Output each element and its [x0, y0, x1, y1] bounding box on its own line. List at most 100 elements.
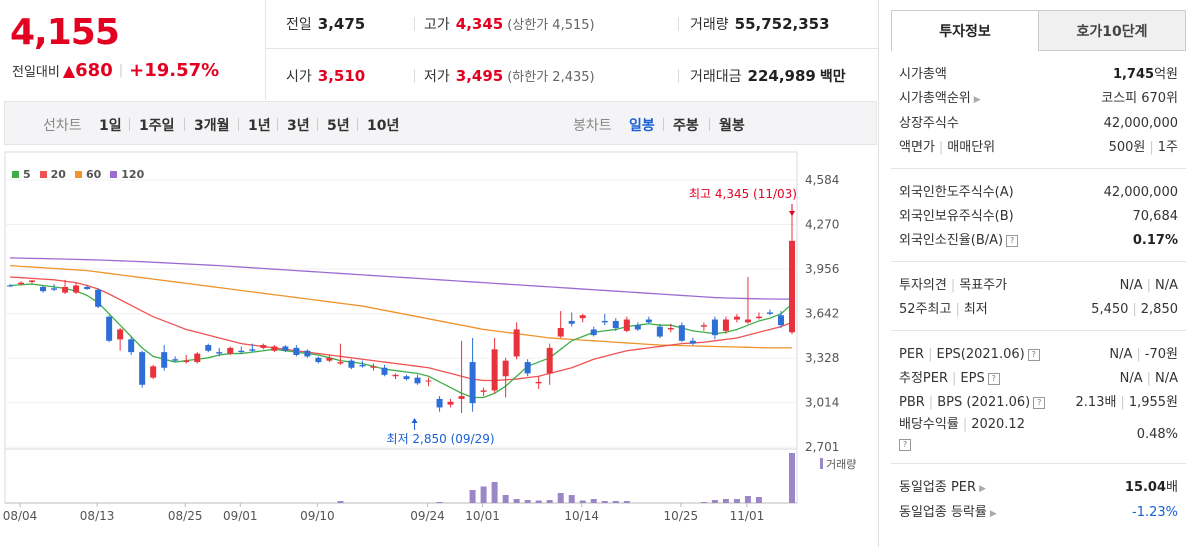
info-value: 500원 | 1주 — [1109, 136, 1178, 160]
info-label[interactable]: 동일업종 등락률 ▶ — [899, 501, 997, 526]
candle-body — [40, 286, 47, 292]
divider — [238, 118, 239, 131]
chevron-right-icon: ▶ — [979, 484, 986, 494]
help-icon[interactable]: ? — [987, 372, 1000, 385]
info-label: 추정PER | EPS? — [899, 367, 1000, 391]
info-label[interactable]: 동일업종 PER ▶ — [899, 476, 986, 501]
divider: | — [952, 371, 957, 386]
period-1w[interactable]: 1주일 — [139, 118, 175, 134]
volume-bar — [502, 495, 509, 503]
tab-investment-info[interactable]: 투자정보 — [891, 10, 1039, 51]
stat-value: 55,752,353 — [734, 15, 830, 33]
candle-body — [733, 316, 740, 320]
chart-area: 4,155 전일대비 ▲ 680 | +19.57% 전일 3,475 고가 4… — [0, 0, 878, 523]
candle-body — [590, 329, 597, 336]
info-label: 외국인소진율(B/A)? — [899, 229, 1019, 253]
volume-bar — [612, 501, 619, 503]
candle-body — [645, 319, 652, 323]
tab-orderbook[interactable]: 호가10단계 — [1039, 10, 1186, 51]
help-icon[interactable]: ? — [1027, 348, 1040, 361]
stat-label: 전일 — [286, 17, 312, 33]
candle-body — [216, 352, 223, 354]
face-label: 액면가 — [899, 140, 935, 155]
volume-bar — [579, 500, 586, 503]
section-valuation: PER | EPS(2021.06)? N/A | -70원 추정PER | EPS? N/… — [891, 331, 1186, 464]
stat-value: 3,495 — [455, 67, 504, 85]
w52-high-label: 52주최고 — [899, 302, 952, 317]
candle-body — [271, 346, 278, 351]
legend-ma120[interactable]: 120 — [110, 168, 144, 181]
candle-monthly[interactable]: 월봉 — [719, 118, 745, 134]
info-row: 외국인소진율(B/A)? 0.17% — [899, 229, 1178, 253]
stat-value: 4,345 — [455, 15, 504, 33]
divider: | — [950, 278, 956, 293]
y-tick-label: 4,270 — [805, 218, 839, 232]
info-value: 70,684 — [1132, 209, 1179, 224]
ind-rate-label: 동일업종 등락률 — [899, 505, 987, 520]
candle-body — [722, 319, 729, 331]
candle-daily[interactable]: 일봉 — [629, 118, 655, 134]
price-block: 4,155 전일대비 ▲ 680 | +19.57% — [0, 0, 266, 100]
est-per-value: N/A — [1119, 371, 1143, 386]
candle-weekly[interactable]: 주봉 — [673, 118, 699, 134]
period-10y[interactable]: 10년 — [367, 118, 400, 134]
help-icon[interactable]: ? — [899, 438, 911, 451]
candle-body — [678, 325, 685, 341]
w52-low-value: 2,850 — [1140, 302, 1178, 317]
y-tick-label: 3,642 — [805, 307, 839, 321]
candle-chart-button[interactable]: 봉차트 — [573, 118, 612, 134]
candle-body — [711, 319, 718, 336]
candle-body — [612, 320, 619, 329]
foreign-ratio-value: 0.17% — [1132, 233, 1178, 248]
info-value: N/A | N/A — [1120, 367, 1178, 391]
candle-body — [95, 289, 102, 307]
line-chart-button[interactable]: 선차트 — [43, 118, 82, 134]
divider: | — [1146, 371, 1151, 386]
legend-ma20[interactable]: 20 — [39, 168, 66, 181]
target-label: 목표주가 — [959, 278, 1008, 293]
info-row: 추정PER | EPS? N/A | N/A — [899, 367, 1178, 391]
candle-body — [62, 286, 69, 293]
info-value: 42,000,000 — [1103, 116, 1178, 131]
ind-per-label: 동일업종 PER — [899, 480, 977, 495]
candle-body — [469, 362, 476, 404]
info-label: 외국인보유주식수(B) — [899, 209, 1014, 224]
volume-bar — [535, 500, 542, 503]
candle-body — [700, 325, 707, 327]
legend-label: 20 — [50, 168, 66, 181]
est-eps-value: N/A — [1155, 371, 1178, 386]
stat-value: 224,989 — [747, 67, 816, 85]
period-3m[interactable]: 3개월 — [194, 118, 230, 134]
candle-body — [359, 364, 366, 367]
change-rate: +19.57% — [129, 60, 220, 81]
info-row: 동일업종 등락률 ▶ -1.23% — [899, 501, 1178, 526]
candle-body — [579, 315, 586, 319]
info-row: 액면가 | 매매단위 500원 | 1주 — [899, 136, 1178, 160]
help-icon[interactable]: ? — [1006, 234, 1019, 247]
candle-body — [51, 288, 58, 290]
x-tick-label: 10/01 — [465, 509, 500, 523]
eps-label: EPS(2021.06) — [936, 347, 1025, 362]
stat-label: 거래량 — [690, 17, 729, 33]
period-1y[interactable]: 1년 — [248, 118, 271, 134]
ind-per-value: 15.04 — [1124, 480, 1167, 495]
divider — [663, 118, 664, 131]
help-icon[interactable]: ? — [1033, 396, 1046, 409]
stat-low: 저가 3,495 (하한가 2,435) — [424, 66, 595, 86]
section-market: 시가총액 1,745억원 시가총액순위 ▶ 코스피 670위 상장주식수 42,0… — [891, 51, 1186, 169]
x-tick-label: 08/04 — [3, 509, 38, 523]
high-arrow-head — [789, 211, 795, 216]
period-1d[interactable]: 1일 — [99, 118, 122, 134]
period-5y[interactable]: 5년 — [327, 118, 350, 134]
legend-ma5[interactable]: 5 — [12, 168, 31, 181]
candle-body — [480, 390, 487, 392]
candle-body — [370, 366, 377, 368]
divider: | — [1149, 140, 1154, 155]
info-label[interactable]: 시가총액순위 ▶ — [899, 87, 981, 112]
period-3y[interactable]: 3년 — [287, 118, 310, 134]
legend-ma60[interactable]: 60 — [74, 168, 101, 181]
volume-bar — [789, 453, 795, 503]
candle-body — [403, 376, 410, 380]
stat-open: 시가 3,510 — [286, 66, 365, 86]
candle-body — [789, 240, 795, 333]
